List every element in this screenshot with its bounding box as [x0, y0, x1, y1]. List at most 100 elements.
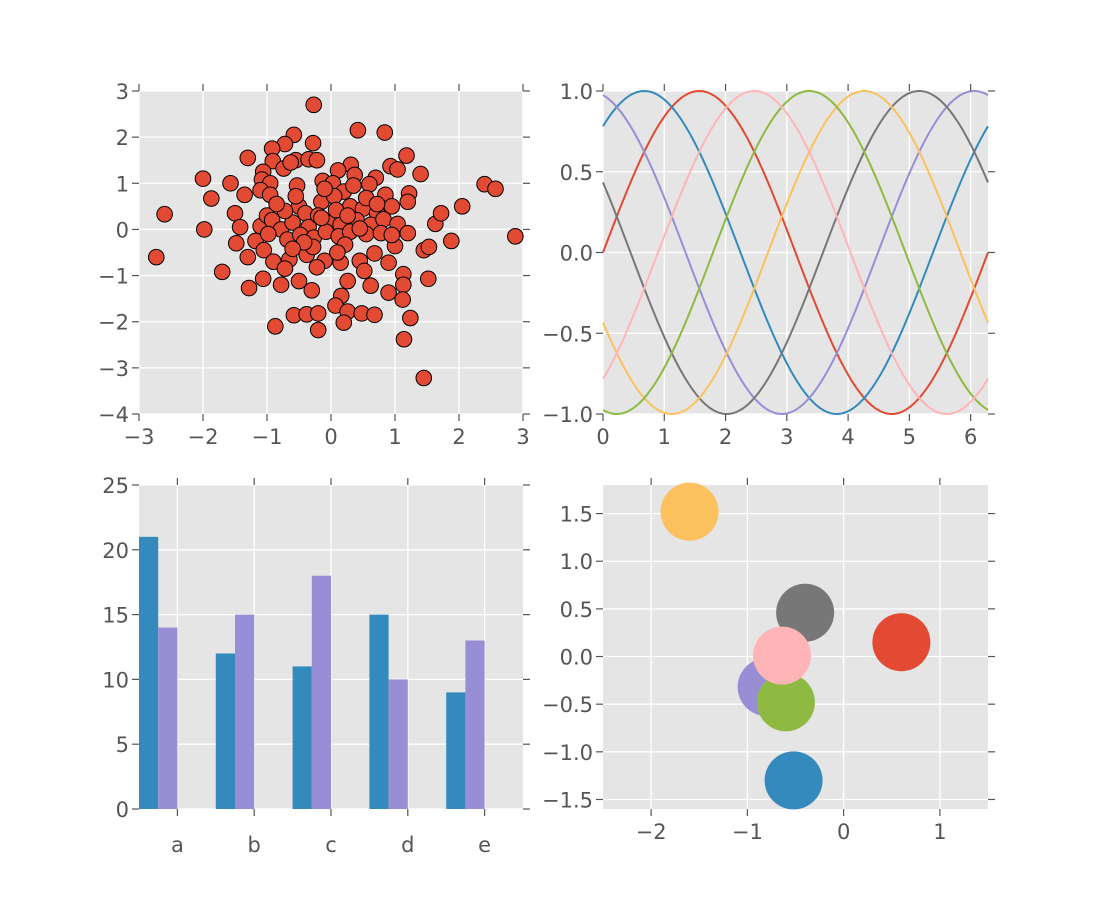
scatter-point-141: [268, 195, 285, 213]
scatter-point-102: [290, 272, 308, 290]
circles-ytick-label-0: −1.5: [542, 788, 593, 812]
scatter-point-143: [284, 240, 301, 258]
lines-series-1: [602, 89, 989, 416]
scatter-point-16: [389, 161, 406, 178]
scatter-ytick-label-4: 0: [116, 218, 129, 242]
scatter-ytick-label-6: 2: [116, 126, 129, 150]
bars-ytick-label-2: 10: [102, 668, 129, 692]
scatter-point-1: [349, 121, 367, 139]
scatter-point-82: [507, 228, 524, 245]
circles-ytick-label-2: −0.5: [542, 693, 593, 717]
circles-ytick-label-1: −1.0: [542, 741, 593, 765]
scatter-point-97: [355, 262, 373, 280]
scatter-xtick-label-2: −1: [252, 425, 283, 449]
lines-xtick-label-1: 1: [658, 425, 671, 449]
scatter-point-134: [399, 224, 417, 242]
scatter-point-0: [305, 96, 323, 114]
circles-xtick-label-3: 1: [933, 820, 946, 844]
scatter-point-84: [239, 248, 257, 266]
circles-marker-4: [660, 482, 719, 541]
lines-xtick-label-2: 2: [719, 425, 732, 449]
scatter-point-138: [329, 244, 346, 261]
circles-xtick-label-2: 0: [837, 820, 850, 844]
scatter-point-124: [287, 187, 305, 205]
scatter-point-120: [267, 318, 284, 335]
scatter-point-93: [380, 254, 397, 271]
scatter-point-125: [316, 180, 333, 198]
scatter-point-38: [203, 190, 220, 207]
lines-xtick-label-3: 3: [780, 425, 793, 449]
scatter-xtick-label-5: 2: [452, 425, 465, 449]
bars-category-label-2: c: [325, 833, 337, 857]
scatter-ytick-label-5: 1: [116, 172, 129, 196]
lines-xtick-label-4: 4: [841, 425, 854, 449]
scatter-point-81: [443, 232, 460, 250]
scatter-ytick-label-3: −1: [98, 265, 129, 289]
scatter-point-7: [398, 147, 415, 164]
scatter-point-100: [240, 279, 258, 297]
circles-ytick-label-5: 1.0: [560, 550, 593, 574]
scatter-ytick-label-1: −3: [98, 357, 129, 381]
scatter-point-53: [399, 193, 417, 211]
bars-category-label-1: b: [248, 833, 261, 857]
lines-ytick-label-0: −1.0: [542, 403, 593, 427]
scatter-point-83: [147, 248, 165, 266]
scatter-point-68: [227, 234, 245, 252]
lines-xtick-label-0: 0: [596, 425, 609, 449]
scatter-point-105: [380, 284, 397, 301]
scatter-point-39: [226, 204, 244, 222]
bar-b-series-1: [235, 614, 255, 809]
lines-series-4: [602, 90, 989, 415]
bar-a-series-0: [139, 536, 159, 809]
bar-d-series-0: [369, 614, 389, 809]
scatter-point-142: [420, 238, 438, 256]
scatter-point-140: [368, 195, 386, 213]
lines-series-3: [602, 90, 989, 415]
scatter-point-92: [366, 245, 383, 262]
lines-xtick-label-6: 6: [964, 425, 977, 449]
circles-marker-1: [764, 751, 823, 810]
bars-ytick-label-3: 15: [102, 604, 129, 628]
bar-e-series-0: [446, 692, 466, 809]
circles-ytick-label-4: 0.5: [560, 598, 593, 622]
bars-ytick-label-5: 25: [102, 474, 129, 498]
bar-b-series-0: [215, 653, 235, 809]
scatter-point-4: [304, 134, 322, 152]
lines-ytick-label-2: 0.0: [560, 242, 593, 266]
bar-d-series-1: [388, 679, 408, 809]
circles-ytick-label-3: 0.0: [560, 646, 593, 670]
scatter-point-127: [339, 207, 356, 224]
circles-marker-3: [776, 583, 835, 642]
bar-c-series-1: [311, 575, 331, 809]
circles-marker-6: [753, 626, 812, 685]
circles-ytick-label-6: 1.5: [560, 503, 593, 527]
scatter-point-12: [308, 151, 326, 169]
scatter-xtick-label-6: 3: [516, 425, 529, 449]
lines-series-5: [602, 90, 989, 415]
scatter-point-119: [335, 314, 353, 331]
lines-series-6: [602, 89, 989, 416]
scatter-point-56: [284, 214, 301, 231]
scatter-point-133: [383, 226, 401, 244]
scatter-point-99: [419, 270, 437, 288]
scatter-point-107: [272, 276, 290, 294]
scatter-point-24: [222, 174, 239, 192]
scatter-point-110: [394, 291, 411, 308]
scatter-point-136: [313, 209, 330, 227]
scatter-point-96: [308, 258, 326, 276]
scatter-point-95: [276, 260, 294, 277]
scatter-xtick-label-1: −2: [188, 425, 219, 449]
bars-ytick-label-4: 20: [102, 539, 129, 563]
scatter-point-139: [345, 177, 362, 194]
scatter-point-123: [415, 369, 433, 387]
scatter-xtick-label-3: 0: [324, 425, 337, 449]
scatter-point-129: [351, 220, 369, 237]
scatter-point-101: [254, 270, 272, 288]
scatter-point-37: [487, 180, 504, 198]
lines-xtick-label-5: 5: [903, 425, 916, 449]
scatter-xtick-label-0: −3: [124, 425, 155, 449]
circles-xtick-label-0: −2: [636, 820, 667, 844]
scatter-point-67: [195, 221, 213, 238]
scatter-point-70: [259, 225, 277, 243]
scatter-point-30: [361, 175, 378, 193]
